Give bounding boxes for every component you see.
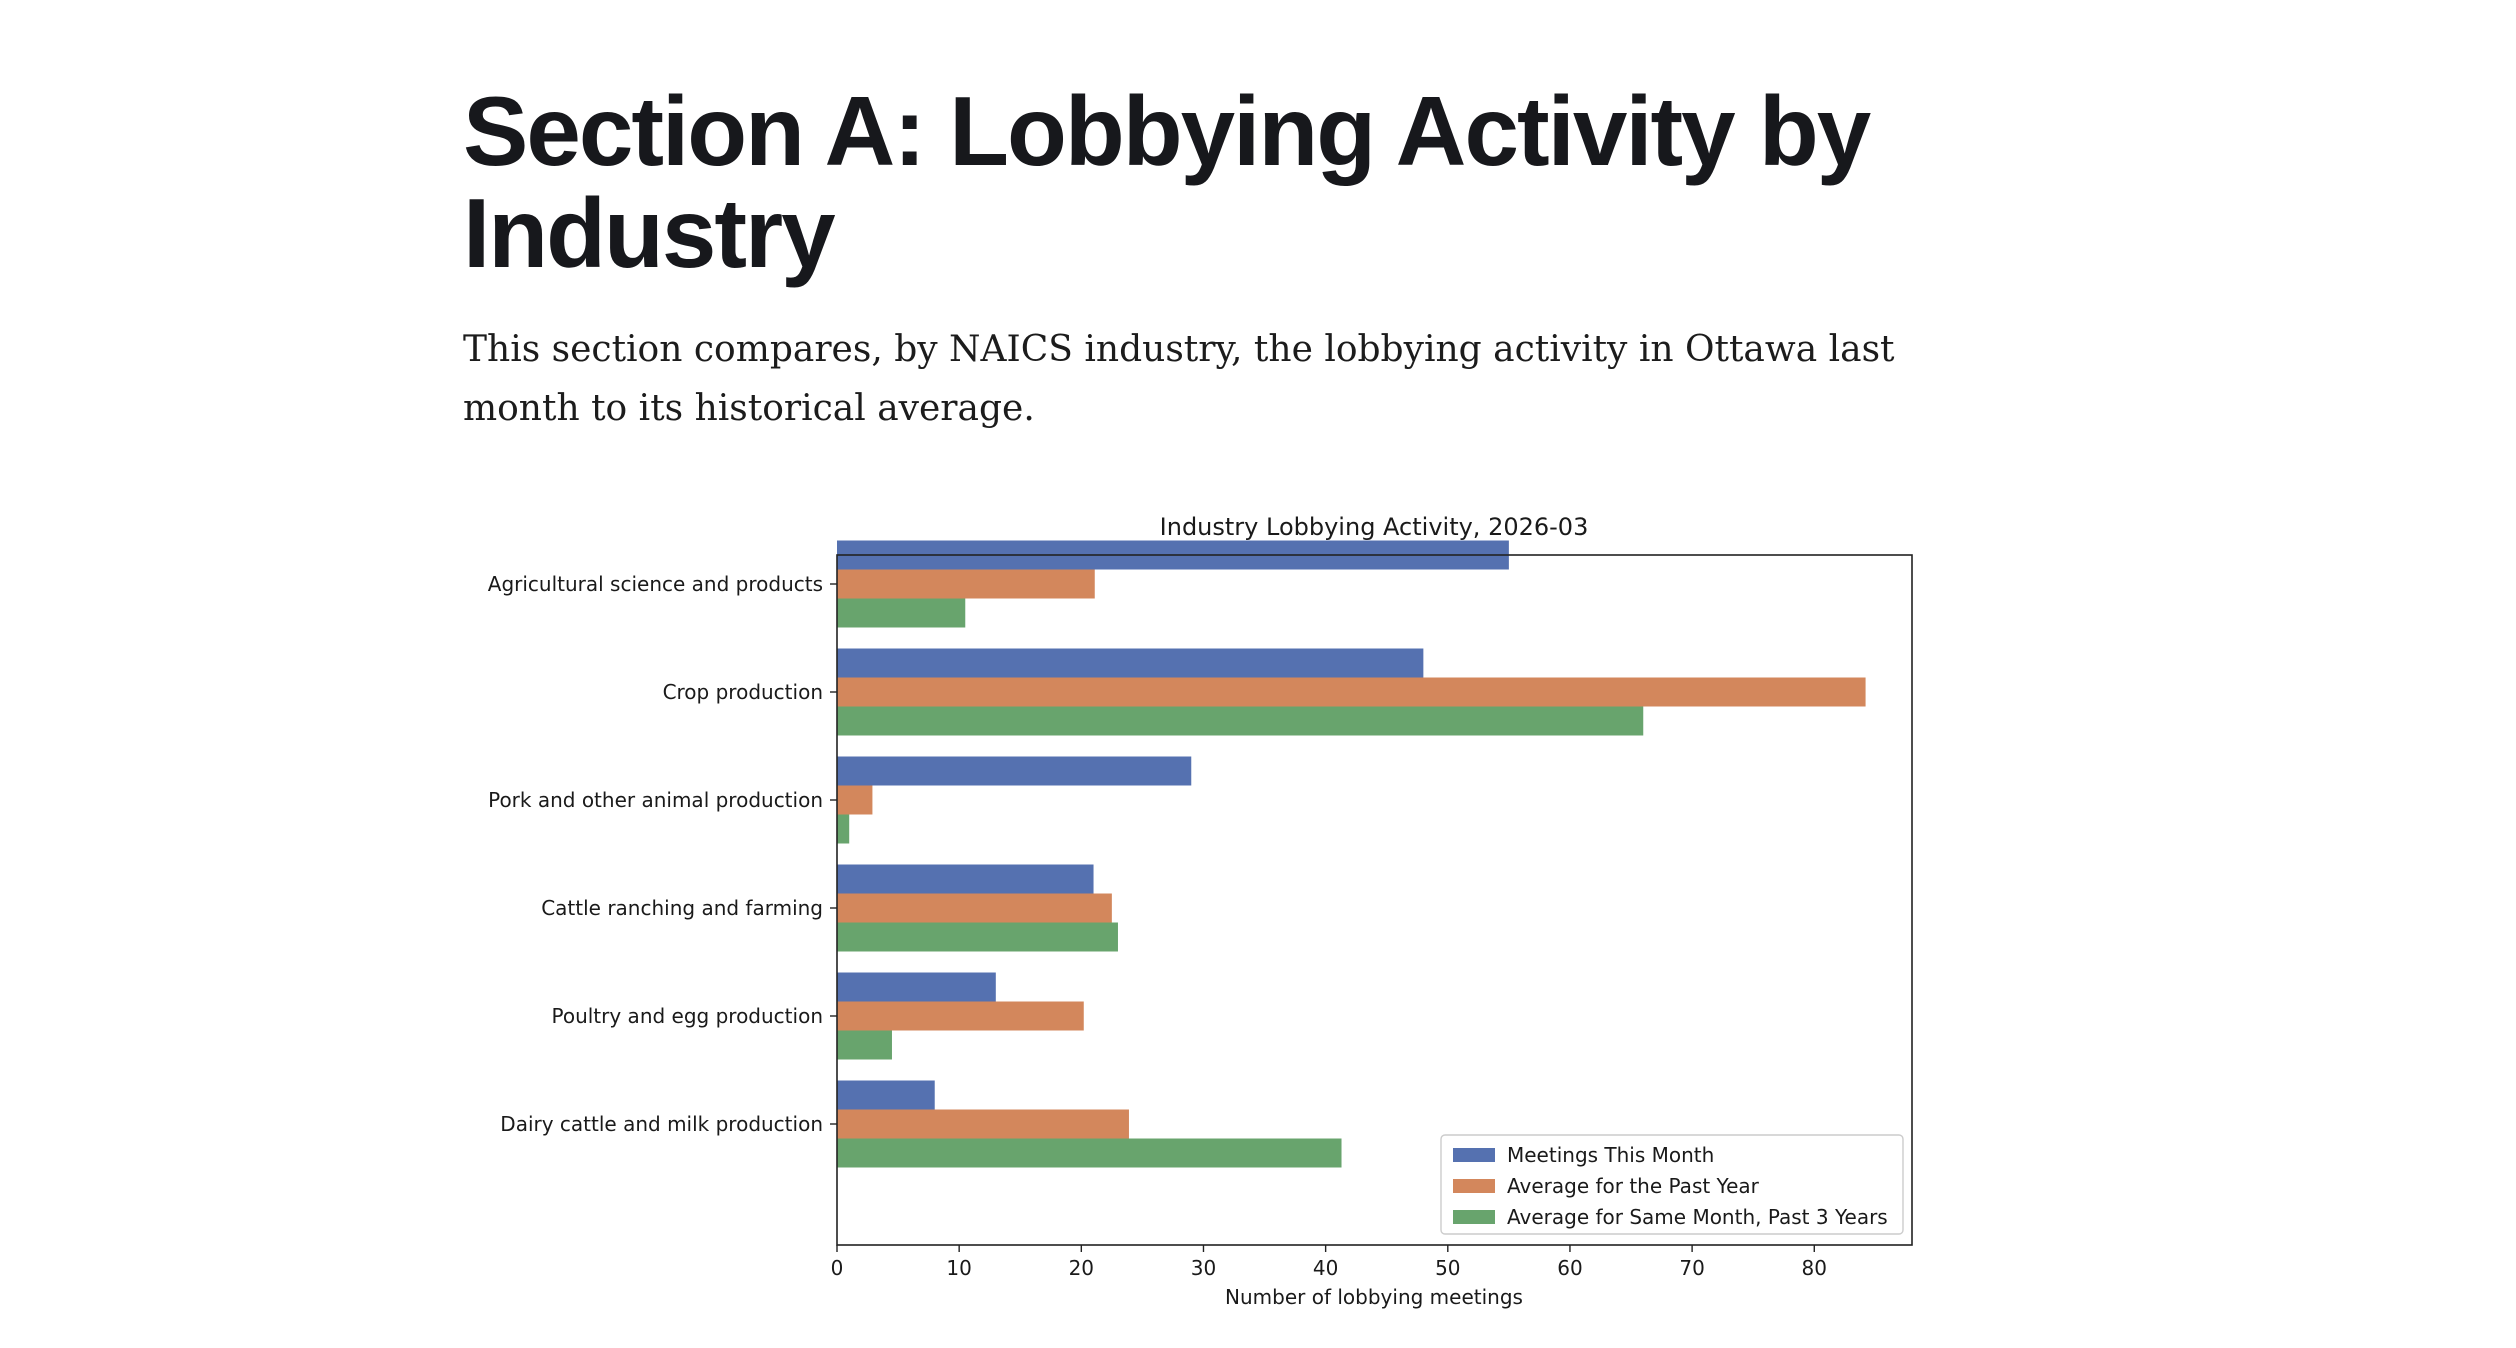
legend-label: Meetings This Month [1507,1143,1714,1167]
section-heading: Section A: Lobbying Activity by Industry [463,76,1871,288]
bars-group [837,540,1866,1168]
bar [837,814,850,844]
x-tick-label: 0 [831,1256,844,1280]
y-tick-label: Cattle ranching and farming [541,896,823,920]
lobbying-bar-chart: Agricultural science and products Crop pr… [488,513,1913,1309]
bar [837,864,1094,894]
bar [837,1109,1129,1139]
bar [837,569,1095,599]
bar [837,922,1118,952]
x-tick-label: 30 [1191,1256,1216,1280]
bar [837,972,996,1002]
bar [837,1138,1342,1168]
y-tick-label: Crop production [663,680,823,704]
bar [837,1080,935,1110]
legend-box [1440,1134,1904,1235]
legend-swatch [1453,1148,1495,1162]
legend-label: Average for Same Month, Past 3 Years [1507,1205,1888,1229]
bar [837,648,1424,678]
article: Section A: Lobbying Activity by Industry… [463,0,1923,438]
bar [837,598,966,628]
y-tick-label: Agricultural science and products [488,572,823,596]
legend-swatch [1453,1210,1495,1224]
x-tick-label: 80 [1802,1256,1827,1280]
bar [837,677,1866,707]
section-intro: This section compares, by NAICS industry… [463,329,1895,429]
bar [837,1001,1084,1031]
bar [837,1030,892,1060]
y-tick-label: Poultry and egg production [551,1004,823,1028]
x-tick-label: 40 [1313,1256,1338,1280]
y-axis: Agricultural science and products Crop pr… [488,572,837,1136]
x-axis: 0 10 20 30 40 50 60 70 80 [831,1245,1827,1280]
y-tick-label: Pork and other animal production [488,788,823,812]
legend-swatch [1453,1179,1495,1193]
x-tick-label: 10 [946,1256,971,1280]
legend: Meetings This Month Average for the Past … [1440,1134,1904,1235]
bar [837,706,1644,736]
x-tick-label: 20 [1069,1256,1094,1280]
x-tick-label: 70 [1679,1256,1704,1280]
bar [837,756,1192,786]
x-axis-label: Number of lobbying meetings [1225,1285,1523,1309]
x-tick-label: 60 [1557,1256,1582,1280]
x-tick-label: 50 [1435,1256,1460,1280]
chart-title: Industry Lobbying Activity, 2026-03 [1160,513,1589,541]
y-tick-label: Dairy cattle and milk production [500,1112,823,1136]
legend-label: Average for the Past Year [1507,1174,1760,1198]
bar [837,785,873,815]
bar [837,893,1112,923]
plot-frame [836,554,1913,1246]
